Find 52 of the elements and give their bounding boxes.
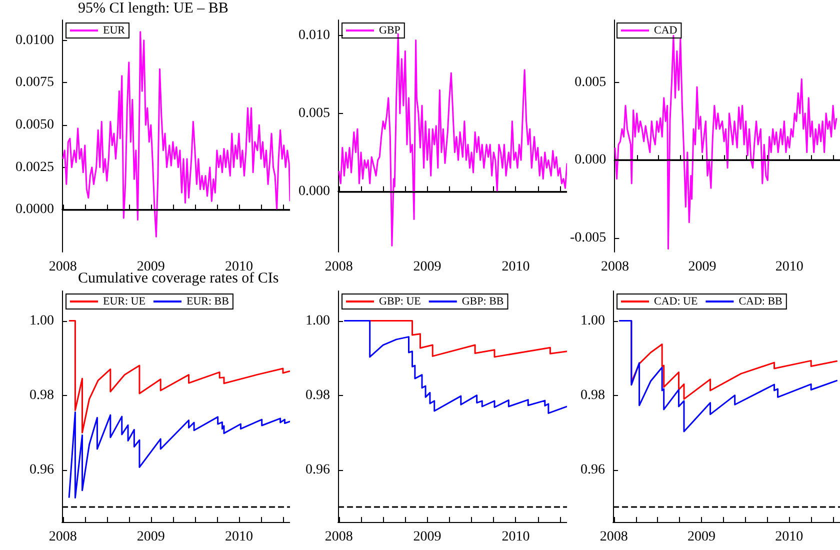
x-tick-label: 2010 <box>775 260 804 274</box>
line-series <box>68 411 290 499</box>
y-tick-label: 0.005 <box>298 106 330 121</box>
x-tick-label: 2009 <box>688 260 716 274</box>
x-tick-label: 2009 <box>413 530 442 544</box>
line-series <box>338 33 567 247</box>
x-tick-label: 2010 <box>775 530 804 544</box>
y-tick-label: 0.96 <box>580 462 605 478</box>
x-tick-label: 2009 <box>413 260 442 274</box>
legend-label: CAD: BB <box>738 296 782 308</box>
y-tick-label: 0.98 <box>580 388 605 403</box>
legend-label: EUR: UE <box>103 296 146 308</box>
line-series <box>614 34 838 250</box>
y-tick-label: 0.96 <box>30 462 54 478</box>
y-tick-label: 0.005 <box>574 74 606 90</box>
y-tick-label: 0.000 <box>298 184 330 199</box>
x-tick-label: 2009 <box>688 530 716 544</box>
line-series <box>343 320 567 414</box>
y-tick-label: -0.005 <box>570 230 606 246</box>
y-tick-label: 0.96 <box>306 462 330 478</box>
x-tick-label: 2010 <box>502 530 530 544</box>
x-tick-label: 2008 <box>48 530 77 544</box>
legend-label: EUR <box>103 24 126 36</box>
legend-label: CAD <box>654 24 678 36</box>
x-tick-label: 2010 <box>502 260 530 274</box>
line-series <box>68 320 290 434</box>
x-tick-label: 2008 <box>324 260 353 274</box>
y-tick-label: 0.0000 <box>16 202 54 218</box>
legend-label: GBP <box>379 24 400 36</box>
x-tick-label: 2008 <box>601 260 630 274</box>
y-tick-label: 1.00 <box>306 313 330 328</box>
y-tick-label: 0.98 <box>306 388 330 403</box>
x-tick-label: 2008 <box>600 530 628 544</box>
y-tick-label: 1.00 <box>30 313 54 328</box>
legend-label: GBP: BB <box>462 296 504 308</box>
y-tick-label: 0.010 <box>298 28 330 44</box>
legend-label: CAD: UE <box>654 296 698 308</box>
legend-label: GBP: UE <box>379 296 422 308</box>
y-tick-label: 0.0050 <box>16 117 54 132</box>
legend-label: EUR: BB <box>186 296 229 308</box>
line-series <box>618 320 838 432</box>
y-tick-label: 0.000 <box>574 152 606 168</box>
x-tick-label: 2008 <box>324 530 353 544</box>
chart-title: 95% CI length: UE – BB <box>78 0 228 16</box>
x-tick-label: 2008 <box>48 260 77 274</box>
x-tick-label: 2010 <box>224 530 253 544</box>
y-tick-label: 0.0025 <box>16 160 54 175</box>
y-tick-label: 0.0100 <box>16 32 54 48</box>
y-tick-label: 1.00 <box>580 313 605 328</box>
y-tick-label: 0.98 <box>30 388 54 403</box>
y-tick-label: 0.0075 <box>16 75 54 90</box>
x-tick-label: 2009 <box>136 530 165 544</box>
